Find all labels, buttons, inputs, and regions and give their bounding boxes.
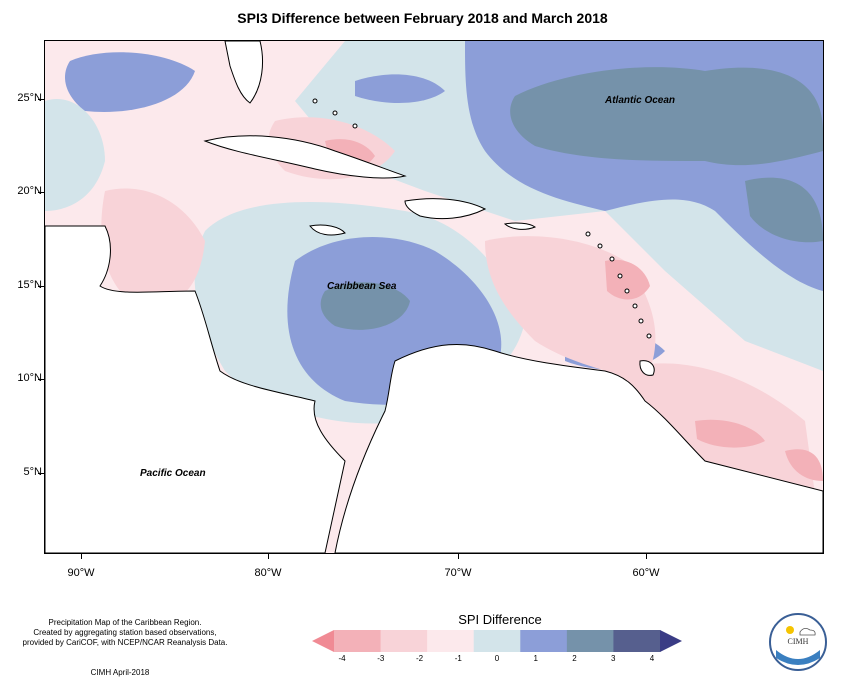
spi-map: Atlantic Ocean Caribbean Sea Pacific Oce…	[44, 40, 824, 554]
y-tick-label-25n: 25°N	[17, 92, 42, 104]
y-tick-label-10n: 10°N	[17, 372, 42, 384]
legend-tick-label: 0	[494, 654, 500, 663]
footer-line-2: Created by aggregating station based obs…	[33, 628, 217, 637]
legend-tick-label: -2	[415, 654, 424, 663]
y-tick-5n	[38, 473, 44, 474]
spi-zone-neg2-guyana	[695, 419, 765, 448]
x-tick-70w	[458, 553, 459, 559]
land-masses	[45, 41, 823, 553]
legend-tick-label: 1	[533, 654, 538, 663]
spi-zone-pos2-caribbean	[320, 282, 410, 330]
legend-swatch	[613, 630, 661, 652]
island	[332, 110, 338, 116]
legend-swatch	[566, 630, 614, 652]
spi-zone-pos2-atlantic-east	[745, 177, 823, 243]
trinidad	[639, 360, 655, 376]
legend-tick-label: -3	[377, 654, 385, 663]
south-america	[334, 344, 823, 553]
sun-icon	[786, 626, 794, 634]
x-tick-label-90w: 90°W	[67, 567, 95, 579]
legend-tick-label: 4	[649, 654, 655, 663]
spi-zone-pos2-atlantic	[510, 67, 823, 166]
x-tick-90w	[81, 553, 82, 559]
central-america	[45, 225, 346, 553]
caribbean-sea-label: Caribbean Sea	[327, 281, 397, 292]
x-tick-label-70w: 70°W	[444, 567, 472, 579]
legend-tick-label: -1	[454, 654, 462, 663]
legend-swatch	[380, 630, 428, 652]
y-tick-label-20n: 20°N	[17, 185, 42, 197]
hispaniola	[404, 198, 487, 220]
legend-swatch	[427, 630, 475, 652]
cloud-icon	[799, 628, 816, 636]
x-tick-label-60w: 60°W	[632, 567, 660, 579]
logo-text: CIMH	[788, 637, 809, 646]
island	[646, 333, 652, 339]
legend-swatch	[520, 630, 568, 652]
spi-zone-pos1-bahamas	[355, 74, 445, 103]
legend-title: SPI Difference	[458, 612, 542, 627]
legend-tick-label: -4	[338, 654, 346, 663]
legend-arrow-low	[312, 630, 334, 652]
island	[352, 123, 358, 129]
cuba	[203, 135, 407, 179]
footer-line-3: provided by CariCOF, with NCEP/NCAR Rean…	[22, 638, 228, 647]
cimh-logo: CIMH	[768, 612, 828, 672]
map-title: SPI3 Difference between February 2018 an…	[237, 10, 608, 26]
island	[617, 273, 623, 279]
x-tick-80w	[268, 553, 269, 559]
legend-tick-label: 2	[572, 654, 577, 663]
y-tick-20n	[38, 192, 44, 193]
logo-wave	[776, 650, 820, 665]
y-tick-label-5n: 5°N	[23, 466, 42, 478]
logo-emblem: CIMH	[769, 613, 827, 671]
lesser-antilles	[312, 98, 652, 339]
footer-line-1: Precipitation Map of the Caribbean Regio…	[48, 618, 202, 627]
x-tick-label-80w: 80°W	[254, 567, 282, 579]
spi-zone-neg2-leewards	[605, 259, 650, 300]
y-tick-10n	[38, 379, 44, 380]
legend-swatch	[334, 630, 382, 652]
pacific-ocean-label: Pacific Ocean	[140, 468, 206, 479]
puerto-rico	[503, 222, 536, 230]
spi-zone-neg1-central-america	[101, 188, 205, 307]
y-tick-label-15n: 15°N	[17, 279, 42, 291]
island	[597, 243, 603, 249]
island	[632, 303, 638, 309]
spi-zone-neg2-suriname	[785, 449, 823, 481]
legend-tick-label: 3	[611, 654, 616, 663]
legend-arrow-high	[660, 630, 682, 652]
spi-field	[45, 41, 823, 553]
spi-zone-neutral-gulf	[45, 99, 105, 211]
spi-zone-pos1-gulf	[65, 52, 195, 112]
florida	[224, 41, 264, 104]
island	[609, 256, 615, 262]
footer-credit: CIMH April-2018	[90, 668, 150, 677]
atlantic-ocean-label: Atlantic Ocean	[605, 95, 676, 106]
y-tick-25n	[38, 99, 44, 100]
island	[638, 318, 644, 324]
x-tick-60w	[646, 553, 647, 559]
island	[312, 98, 318, 104]
jamaica	[309, 224, 346, 236]
legend-colorbar	[312, 630, 682, 652]
y-tick-15n	[38, 286, 44, 287]
island	[585, 231, 591, 237]
footer-description: Precipitation Map of the Caribbean Regio…	[10, 618, 240, 648]
island	[624, 288, 630, 294]
legend-swatch	[473, 630, 521, 652]
